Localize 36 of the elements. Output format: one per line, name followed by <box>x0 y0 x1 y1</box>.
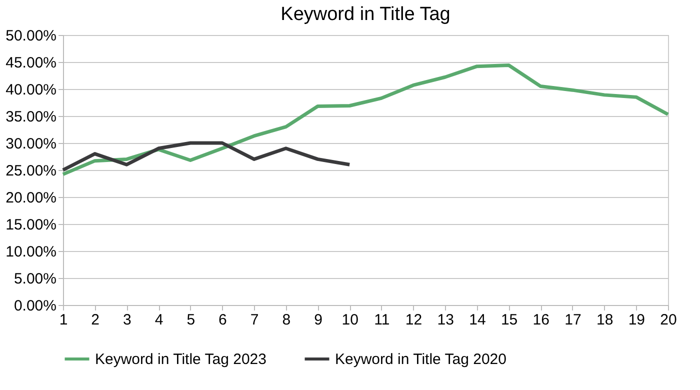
x-tick-label: 10 <box>342 312 358 328</box>
y-tick-label: 50.00% <box>6 28 56 44</box>
y-tick-label: 40.00% <box>6 82 56 98</box>
x-tick-label: 1 <box>59 312 68 328</box>
x-tick-label: 19 <box>628 312 645 328</box>
x-tick-label: 14 <box>469 312 486 328</box>
legend-label: Keyword in Title Tag 2023 <box>95 351 266 368</box>
line-series <box>61 141 352 172</box>
x-tick-label: 12 <box>405 312 422 328</box>
legend-label: Keyword in Title Tag 2020 <box>335 351 506 368</box>
line-series <box>61 63 670 176</box>
y-tick-label: 15.00% <box>6 216 56 234</box>
y-tick-label: 35.00% <box>6 108 56 126</box>
y-tick-label: 10.00% <box>6 244 56 260</box>
x-tick-label: 11 <box>374 312 390 328</box>
x-tick-label: 8 <box>282 312 291 328</box>
y-tick-label: 0.00% <box>14 298 56 314</box>
x-tick-label: 15 <box>500 312 518 328</box>
x-tick-label: 5 <box>186 312 196 328</box>
chart-title: Keyword in Title Tag <box>280 4 450 25</box>
y-tick-label: 20.00% <box>6 190 56 206</box>
y-tick-label: 25.00% <box>6 162 56 180</box>
x-tick-label: 6 <box>218 312 227 328</box>
x-tick-label: 17 <box>564 312 582 328</box>
y-tick-label: 45.00% <box>6 54 56 72</box>
x-tick-label: 3 <box>123 312 132 328</box>
x-tick-label: 20 <box>660 312 677 328</box>
x-tick-label: 16 <box>532 312 550 328</box>
y-tick-label: 30.00% <box>6 136 56 152</box>
x-tick-label: 2 <box>91 312 100 328</box>
x-tick-label: 9 <box>314 312 322 328</box>
x-tick-label: 13 <box>437 312 454 328</box>
x-tick-label: 4 <box>154 312 164 328</box>
x-tick-label: 7 <box>250 312 259 328</box>
x-tick-label: 18 <box>596 312 614 328</box>
y-tick-label: 5.00% <box>14 270 56 288</box>
